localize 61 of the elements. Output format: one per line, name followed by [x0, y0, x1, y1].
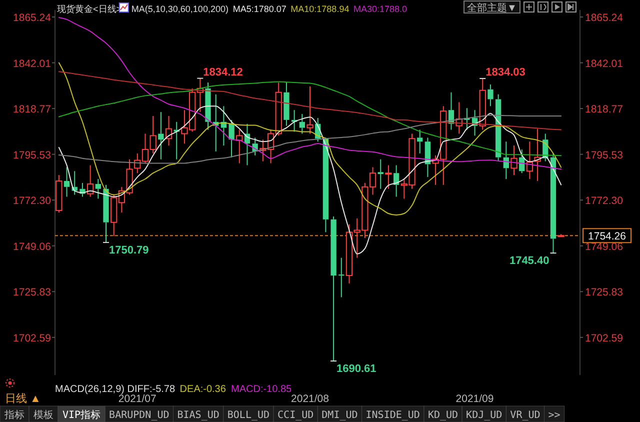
y-tick-label: 1795.53 — [13, 149, 52, 162]
annotation: 1834.12 — [203, 66, 243, 78]
text: KDJ_UD — [466, 410, 502, 421]
text: INSIDE_UD — [366, 410, 420, 421]
text: DEA:-0.36 — [180, 384, 226, 395]
text: MACD:-10.85 — [231, 384, 292, 395]
text: KD_UD — [428, 410, 458, 421]
text: BIAS_UD — [177, 410, 220, 421]
y-tick-label: 1842.01 — [13, 58, 52, 70]
text: VIP指标 — [62, 409, 101, 421]
text: >> — [548, 410, 560, 421]
y-tick-label: 1865.24 — [13, 12, 52, 24]
y2-tick-label: 1842.01 — [585, 58, 624, 70]
x-tick-label: 2021/07 — [118, 393, 157, 405]
y-tick-label: 1749.06 — [13, 240, 52, 253]
y2-tick-label: 1772.30 — [585, 195, 624, 208]
x-tick-label: 2021/09 — [456, 393, 494, 405]
text: MA30:1788.0 — [353, 4, 408, 14]
y2-tick-label: 1702.59 — [585, 332, 624, 344]
text: DMI_UD — [322, 410, 358, 421]
x-tick-label: 2021/08 — [291, 393, 330, 405]
candlestick — [393, 164, 400, 198]
line-series — [58, 106, 562, 254]
y2-tick-label: 1865.24 — [585, 12, 624, 24]
y-tick-label: 1818.77 — [13, 104, 52, 116]
y2-tick-label: 1725.83 — [585, 286, 624, 299]
annotation: 1750.79 — [109, 244, 149, 256]
candlestick — [103, 184, 109, 243]
candlestick — [64, 166, 70, 198]
candlestick — [488, 84, 494, 107]
candlestick — [510, 145, 518, 176]
annotation: 1690.61 — [336, 362, 376, 375]
y-tick-label: 1725.83 — [13, 286, 52, 299]
y2-tick-label: 1818.77 — [585, 104, 624, 116]
y-tick-label: 1702.59 — [13, 332, 52, 344]
annotation: 1745.40 — [509, 255, 550, 268]
candlestick — [158, 112, 164, 160]
annotation: MA(5,10,30,60,100,200) — [131, 4, 228, 14]
text: CCI_UD — [278, 410, 314, 421]
text: VR_UD — [510, 410, 540, 421]
text: MA5:1780.07 — [232, 4, 286, 14]
ref-line-label: 1754.26 — [588, 230, 626, 243]
candlestick — [95, 178, 101, 200]
y-tick-label: 1772.30 — [13, 195, 52, 208]
text: 指标 — [4, 409, 24, 421]
line-series — [58, 62, 562, 216]
text: 模板 — [34, 409, 54, 421]
annotation: 全部主题▼ — [467, 2, 517, 14]
y2-tick-label: 1749.06 — [585, 240, 624, 253]
candlestick — [378, 158, 384, 190]
text: MA10:1788.94 — [290, 4, 350, 14]
candlestick — [338, 257, 344, 298]
text: 日线 ▲ — [5, 392, 41, 405]
text: BARUPDN_UD — [109, 410, 170, 421]
annotation: 1834.03 — [486, 66, 526, 78]
candlestick — [284, 82, 290, 126]
y2-tick-label: 1795.53 — [585, 149, 624, 162]
text: BOLL_UD — [227, 410, 270, 421]
text: MACD(26,12,9) DIFF:-5.78 — [55, 384, 176, 395]
candlestick — [330, 216, 336, 362]
candlestick — [385, 164, 392, 190]
